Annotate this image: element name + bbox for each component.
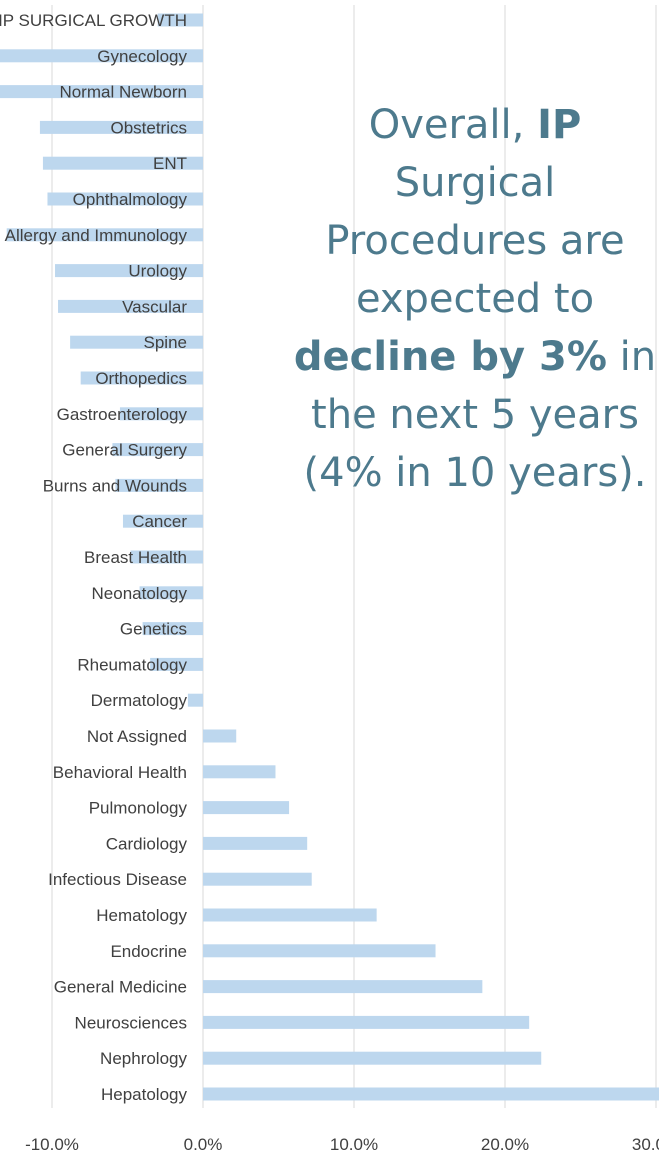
bar (150, 657, 203, 671)
category-label: ENT (153, 154, 187, 173)
bar (0, 85, 203, 99)
bars (0, 13, 659, 1101)
bar (139, 586, 203, 600)
category-label: Genetics (120, 620, 187, 639)
category-label: Burns and Wounds (43, 476, 187, 495)
bar (42, 156, 203, 170)
category-label: Pulmonology (89, 799, 188, 818)
gridlines (51, 5, 657, 1108)
bar (203, 801, 290, 815)
category-label: General Surgery (62, 441, 187, 460)
bar (130, 550, 203, 564)
bar (70, 335, 204, 349)
category-label: IP SURGICAL GROWTH (0, 11, 187, 30)
bar (142, 622, 203, 636)
x-tick-label: 20.0% (481, 1135, 529, 1154)
bar (203, 872, 312, 886)
bar (47, 192, 203, 206)
bar (115, 478, 203, 492)
category-label: Vascular (122, 297, 187, 316)
category-label: Dermatology (91, 691, 188, 710)
category-label: Gynecology (97, 47, 187, 66)
bar (39, 120, 203, 134)
category-label: Hepatology (101, 1085, 188, 1104)
callout-bold-decline: decline by 3% (293, 334, 607, 380)
category-label: Cardiology (106, 834, 188, 853)
bar (55, 264, 203, 278)
bar (203, 836, 308, 850)
category-label: Rheumatology (77, 655, 187, 674)
category-label: Normal Newborn (59, 83, 187, 102)
bar (112, 443, 203, 457)
category-label: Obstetrics (110, 118, 187, 137)
x-tick-label: 30.0% (632, 1135, 659, 1154)
category-label: Gastroenterology (57, 405, 188, 424)
bar (187, 693, 203, 707)
bar (203, 729, 237, 743)
bar (6, 228, 204, 242)
x-tick-label: 0.0% (184, 1135, 223, 1154)
bar (122, 514, 203, 528)
bar (203, 1015, 530, 1029)
category-label: Spine (144, 333, 187, 352)
tick-labels: -10.0% 0.0% 10.0% 20.0% 30.0% (25, 1135, 659, 1154)
category-label: Cancer (132, 512, 187, 531)
x-tick-label: 10.0% (330, 1135, 378, 1154)
category-label: Endocrine (110, 942, 187, 961)
bar (203, 1051, 542, 1065)
category-label: Nephrology (100, 1049, 187, 1068)
bar (203, 765, 276, 779)
bar (157, 13, 203, 27)
bar (203, 980, 483, 994)
bar (80, 371, 203, 385)
category-label: Neurosciences (75, 1013, 187, 1032)
category-label: Orthopedics (95, 369, 187, 388)
bar (203, 944, 436, 958)
category-label: General Medicine (54, 978, 187, 997)
category-label: Urology (128, 262, 187, 281)
summary-callout: Overall, IP Surgical Procedures are expe… (290, 96, 659, 502)
category-label: Allergy and Immunology (5, 226, 188, 245)
callout-text-3: in the next 5 years (4% in 10 years). (303, 334, 657, 496)
callout-bold-ip: IP (537, 102, 582, 148)
callout-text-1: Overall, (368, 102, 538, 148)
bar (203, 908, 377, 922)
category-label: Hematology (96, 906, 187, 925)
callout-text-2: Surgical Procedures are expected to (325, 160, 625, 322)
bar (58, 299, 203, 313)
bar (203, 1087, 659, 1101)
x-tick-label: -10.0% (25, 1135, 79, 1154)
category-label: Behavioral Health (53, 763, 187, 782)
category-label: Ophthalmology (73, 190, 188, 209)
category-label: Neonatology (92, 584, 188, 603)
category-labels: IP SURGICAL GROWTH Gynecology Normal Newbo… (0, 11, 188, 1104)
category-label: Breast Health (84, 548, 187, 567)
category-label: Not Assigned (87, 727, 187, 746)
category-label: Infectious Disease (48, 870, 187, 889)
bar (0, 49, 203, 63)
bar (119, 407, 203, 421)
